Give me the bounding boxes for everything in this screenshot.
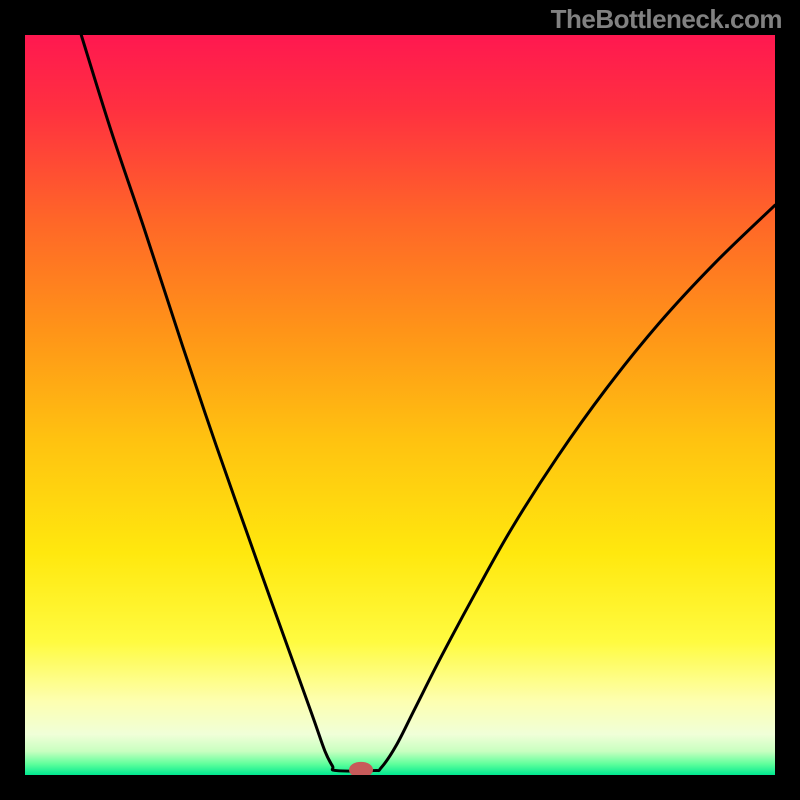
watermark-text: TheBottleneck.com [551,4,782,35]
gradient-background [25,35,775,775]
chart-container: TheBottleneck.com [0,0,800,800]
plot-area [25,35,775,775]
chart-svg [25,35,775,775]
